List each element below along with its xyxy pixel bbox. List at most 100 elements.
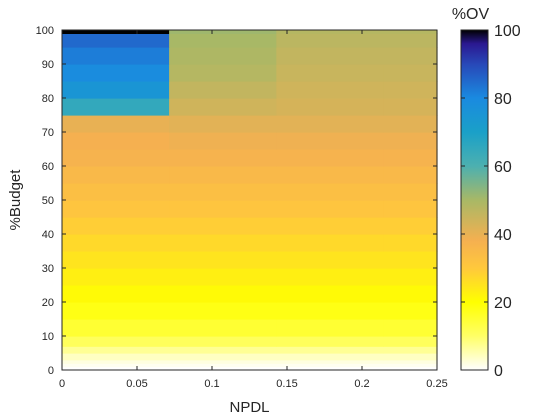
heatmap-cell bbox=[169, 217, 277, 235]
heatmap-cell bbox=[276, 302, 385, 320]
heatmap-cell bbox=[169, 319, 277, 337]
heatmap-cell bbox=[169, 81, 277, 99]
heatmap-cell bbox=[169, 234, 277, 252]
heatmap-cell bbox=[62, 47, 170, 65]
x-tick-label: 0.2 bbox=[354, 378, 369, 390]
heatmap-cell bbox=[383, 200, 438, 218]
heatmap-cell bbox=[276, 30, 385, 34]
heatmap-cell bbox=[276, 319, 385, 337]
heatmap-cell bbox=[169, 302, 277, 320]
heatmap-cell bbox=[383, 33, 438, 48]
y-tick-label: 20 bbox=[42, 297, 54, 309]
heatmap-cell bbox=[62, 285, 170, 303]
heatmap-cell bbox=[62, 234, 170, 252]
heatmap-cell bbox=[276, 285, 385, 303]
y-axis-label: %Budget bbox=[7, 169, 24, 231]
heatmap-cell bbox=[62, 359, 170, 364]
heatmap-cell bbox=[62, 251, 170, 269]
heatmap-cell bbox=[169, 149, 277, 167]
x-tick-label: 0.25 bbox=[426, 378, 447, 390]
colorbar-tick-label: 100 bbox=[494, 23, 521, 40]
heatmap-cell bbox=[169, 30, 277, 34]
x-tick-label: 0.05 bbox=[126, 378, 147, 390]
x-tick-label: 0.1 bbox=[204, 378, 219, 390]
y-tick-label: 70 bbox=[42, 127, 54, 139]
heatmap-cell bbox=[62, 336, 170, 347]
heatmap-cell bbox=[383, 217, 438, 235]
heatmap-cell bbox=[62, 363, 170, 368]
heatmap-cell bbox=[62, 115, 170, 133]
heatmap-cell bbox=[169, 200, 277, 218]
heatmap-cell bbox=[169, 268, 277, 286]
heatmap-cell bbox=[383, 81, 438, 99]
heatmap-cell bbox=[383, 149, 438, 167]
heatmap-cell bbox=[169, 353, 277, 361]
heatmap-cell bbox=[276, 346, 385, 354]
heatmap-cell bbox=[383, 285, 438, 303]
y-tick-label: 0 bbox=[48, 365, 54, 377]
heatmap-cell bbox=[62, 33, 170, 48]
heatmap-cell bbox=[62, 30, 170, 34]
heatmap-cell bbox=[276, 166, 385, 184]
heatmap-cell bbox=[169, 251, 277, 269]
heatmap-cell bbox=[383, 319, 438, 337]
heatmap-cell bbox=[169, 346, 277, 354]
heatmap-cell bbox=[383, 366, 438, 371]
heatmap-cell bbox=[62, 268, 170, 286]
heatmap-cell bbox=[62, 98, 170, 116]
heatmap-cell bbox=[276, 81, 385, 99]
heatmap-cell bbox=[62, 353, 170, 361]
heatmap-cells bbox=[62, 30, 438, 371]
heatmap-cell bbox=[276, 149, 385, 167]
heatmap-cell bbox=[169, 183, 277, 201]
heatmap-cell bbox=[383, 132, 438, 150]
heatmap-cell bbox=[62, 217, 170, 235]
heatmap-cell bbox=[169, 366, 277, 371]
heatmap-cell bbox=[383, 166, 438, 184]
heatmap-cell bbox=[276, 217, 385, 235]
heatmap-cell bbox=[169, 132, 277, 150]
y-tick-label: 50 bbox=[42, 195, 54, 207]
heatmap-cell bbox=[62, 319, 170, 337]
colorbar-tick-label: 80 bbox=[494, 91, 512, 108]
colorbar-tick-label: 0 bbox=[494, 363, 503, 380]
heatmap-cell bbox=[62, 166, 170, 184]
heatmap-cell bbox=[276, 268, 385, 286]
heatmap-cell bbox=[62, 149, 170, 167]
heatmap-cell bbox=[276, 98, 385, 116]
heatmap-cell bbox=[383, 47, 438, 65]
heatmap-cell bbox=[62, 81, 170, 99]
heatmap-cell bbox=[169, 285, 277, 303]
y-tick-label: 60 bbox=[42, 161, 54, 173]
heatmap-cell bbox=[276, 64, 385, 82]
heatmap-cell bbox=[276, 132, 385, 150]
heatmap-cell bbox=[383, 336, 438, 347]
heatmap-cell bbox=[276, 115, 385, 133]
heatmap-cell bbox=[383, 30, 438, 34]
heatmap-cell bbox=[383, 183, 438, 201]
colorbar-title: %OV bbox=[452, 6, 490, 23]
colorbar-ticks: 0 20 40 60 80 100 bbox=[461, 23, 521, 380]
heatmap-cell bbox=[62, 302, 170, 320]
heatmap-cell bbox=[383, 98, 438, 116]
heatmap-cell bbox=[169, 336, 277, 347]
heatmap-cell bbox=[169, 47, 277, 65]
x-tick-label: 0 bbox=[59, 378, 65, 390]
heatmap-cell bbox=[169, 166, 277, 184]
heatmap-cell bbox=[62, 366, 170, 371]
heatmap-cell bbox=[383, 64, 438, 82]
colorbar-tick-label: 40 bbox=[494, 227, 512, 244]
heatmap-cell bbox=[276, 363, 385, 368]
heatmap-cell bbox=[62, 200, 170, 218]
heatmap-cell bbox=[169, 363, 277, 368]
heatmap-cell bbox=[276, 234, 385, 252]
heatmap-cell bbox=[383, 268, 438, 286]
heatmap-cell bbox=[383, 115, 438, 133]
colorbar-gradient bbox=[461, 30, 488, 370]
heatmap-cell bbox=[276, 353, 385, 361]
colorbar-frame bbox=[460, 29, 489, 371]
heatmap-cell bbox=[383, 359, 438, 364]
y-tick-label: 30 bbox=[42, 263, 54, 275]
heatmap-cell bbox=[62, 346, 170, 354]
y-tick-label: 10 bbox=[42, 331, 54, 343]
